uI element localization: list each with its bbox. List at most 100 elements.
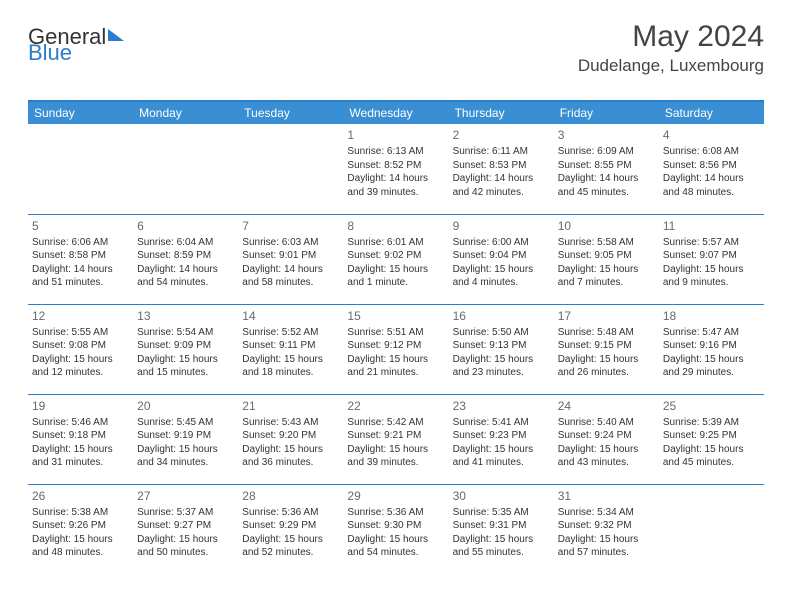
cell-line: Daylight: 15 hours and 41 minutes. [453, 443, 550, 470]
day-number: 11 [663, 218, 760, 234]
calendar-row: 26Sunrise: 5:38 AMSunset: 9:26 PMDayligh… [28, 484, 764, 574]
cell-line: Sunset: 9:01 PM [242, 249, 339, 263]
cell-line: Sunset: 9:08 PM [32, 339, 129, 353]
day-number: 7 [242, 218, 339, 234]
cell-line: Daylight: 15 hours and 1 minute. [347, 263, 444, 290]
cell-line: Daylight: 15 hours and 15 minutes. [137, 353, 234, 380]
calendar-cell: 18Sunrise: 5:47 AMSunset: 9:16 PMDayligh… [659, 304, 764, 394]
cell-line: Sunrise: 6:00 AM [453, 236, 550, 250]
cell-line: Daylight: 15 hours and 12 minutes. [32, 353, 129, 380]
header-row: Sunday Monday Tuesday Wednesday Thursday… [28, 101, 764, 124]
calendar-cell: 25Sunrise: 5:39 AMSunset: 9:25 PMDayligh… [659, 394, 764, 484]
cell-line: Sunset: 9:19 PM [137, 429, 234, 443]
cell-line: Sunset: 9:20 PM [242, 429, 339, 443]
cell-line: Sunrise: 5:50 AM [453, 326, 550, 340]
cell-line: Sunset: 9:23 PM [453, 429, 550, 443]
calendar-cell: 2Sunrise: 6:11 AMSunset: 8:53 PMDaylight… [449, 124, 554, 214]
cell-line: Daylight: 14 hours and 48 minutes. [663, 172, 760, 199]
cell-line: Sunrise: 6:09 AM [558, 145, 655, 159]
day-number: 12 [32, 308, 129, 324]
day-number: 25 [663, 398, 760, 414]
cell-line: Sunrise: 6:04 AM [137, 236, 234, 250]
cell-line: Sunrise: 6:08 AM [663, 145, 760, 159]
cell-line: Sunrise: 5:43 AM [242, 416, 339, 430]
cell-line: Daylight: 14 hours and 58 minutes. [242, 263, 339, 290]
cell-line: Sunset: 9:25 PM [663, 429, 760, 443]
cell-line: Daylight: 15 hours and 43 minutes. [558, 443, 655, 470]
calendar-row: 5Sunrise: 6:06 AMSunset: 8:58 PMDaylight… [28, 214, 764, 304]
cell-line: Daylight: 14 hours and 42 minutes. [453, 172, 550, 199]
calendar-cell: 26Sunrise: 5:38 AMSunset: 9:26 PMDayligh… [28, 484, 133, 574]
cell-line: Sunset: 9:32 PM [558, 519, 655, 533]
day-number: 27 [137, 488, 234, 504]
day-number: 20 [137, 398, 234, 414]
calendar-cell: 10 Sunrise: 5:58 AMSunset: 9:05 PMDayligh… [554, 214, 659, 304]
cell-line: Daylight: 15 hours and 34 minutes. [137, 443, 234, 470]
cell-line: Sunset: 9:12 PM [347, 339, 444, 353]
day-number: 10 [558, 218, 655, 234]
calendar-table: Sunday Monday Tuesday Wednesday Thursday… [28, 100, 764, 574]
day-number: 4 [663, 127, 760, 143]
location: Dudelange, Luxembourg [578, 56, 764, 76]
cell-line: Sunrise: 5:41 AM [453, 416, 550, 430]
calendar-row: 1Sunrise: 6:13 AMSunset: 8:52 PMDaylight… [28, 124, 764, 214]
cell-line: Sunset: 9:30 PM [347, 519, 444, 533]
cell-line: Sunrise: 5:51 AM [347, 326, 444, 340]
calendar-cell: 11Sunrise: 5:57 AMSunset: 9:07 PMDayligh… [659, 214, 764, 304]
day-number: 1 [347, 127, 444, 143]
title-block: May 2024 Dudelange, Luxembourg [578, 20, 764, 76]
day-number: 29 [347, 488, 444, 504]
day-number: 28 [242, 488, 339, 504]
day-number: 16 [453, 308, 550, 324]
calendar-cell: 15Sunrise: 5:51 AMSunset: 9:12 PMDayligh… [343, 304, 448, 394]
logo-text-2: Blue [28, 40, 72, 66]
cell-line: Daylight: 15 hours and 54 minutes. [347, 533, 444, 560]
cell-line: Daylight: 15 hours and 57 minutes. [558, 533, 655, 560]
cell-line: Sunrise: 5:34 AM [558, 506, 655, 520]
cell-line: Sunrise: 5:58 AM [558, 236, 655, 250]
cell-line: Daylight: 15 hours and 7 minutes. [558, 263, 655, 290]
cell-line: Daylight: 15 hours and 55 minutes. [453, 533, 550, 560]
calendar-cell: 27Sunrise: 5:37 AMSunset: 9:27 PMDayligh… [133, 484, 238, 574]
day-number: 26 [32, 488, 129, 504]
cell-line: Sunrise: 5:57 AM [663, 236, 760, 250]
cell-line: Sunset: 8:56 PM [663, 159, 760, 173]
calendar-cell: 17Sunrise: 5:48 AMSunset: 9:15 PMDayligh… [554, 304, 659, 394]
cell-line: Sunset: 9:05 PM [558, 249, 655, 263]
cell-line: Sunset: 8:59 PM [137, 249, 234, 263]
calendar-cell: 30Sunrise: 5:35 AMSunset: 9:31 PMDayligh… [449, 484, 554, 574]
calendar-cell: 1Sunrise: 6:13 AMSunset: 8:52 PMDaylight… [343, 124, 448, 214]
cell-line: Sunset: 8:52 PM [347, 159, 444, 173]
calendar-body: 1Sunrise: 6:13 AMSunset: 8:52 PMDaylight… [28, 124, 764, 574]
cell-line: Sunrise: 5:52 AM [242, 326, 339, 340]
cell-line: Daylight: 15 hours and 31 minutes. [32, 443, 129, 470]
cell-line: Sunrise: 6:03 AM [242, 236, 339, 250]
cell-line: Sunset: 9:29 PM [242, 519, 339, 533]
calendar-cell: 12Sunrise: 5:55 AMSunset: 9:08 PMDayligh… [28, 304, 133, 394]
cell-line: Sunset: 9:13 PM [453, 339, 550, 353]
cell-line: Daylight: 15 hours and 52 minutes. [242, 533, 339, 560]
calendar-cell [133, 124, 238, 214]
cell-line: Sunset: 8:53 PM [453, 159, 550, 173]
cell-line: Daylight: 15 hours and 29 minutes. [663, 353, 760, 380]
cell-line: Sunset: 9:04 PM [453, 249, 550, 263]
calendar-cell: 16 Sunrise: 5:50 AMSunset: 9:13 PMDayligh… [449, 304, 554, 394]
day-number: 8 [347, 218, 444, 234]
cell-line: Sunrise: 5:40 AM [558, 416, 655, 430]
cell-line: Daylight: 15 hours and 48 minutes. [32, 533, 129, 560]
header-saturday: Saturday [659, 101, 764, 124]
calendar-cell: 14Sunrise: 5:52 AMSunset: 9:11 PMDayligh… [238, 304, 343, 394]
day-number: 14 [242, 308, 339, 324]
header-thursday: Thursday [449, 101, 554, 124]
cell-line: Daylight: 15 hours and 9 minutes. [663, 263, 760, 290]
cell-line: Daylight: 15 hours and 36 minutes. [242, 443, 339, 470]
day-number: 2 [453, 127, 550, 143]
cell-line: Daylight: 14 hours and 45 minutes. [558, 172, 655, 199]
day-number: 19 [32, 398, 129, 414]
calendar-cell: 8Sunrise: 6:01 AMSunset: 9:02 PMDaylight… [343, 214, 448, 304]
cell-line: Daylight: 15 hours and 23 minutes. [453, 353, 550, 380]
cell-line: Sunset: 9:09 PM [137, 339, 234, 353]
cell-line: Sunrise: 5:45 AM [137, 416, 234, 430]
cell-line: Daylight: 15 hours and 39 minutes. [347, 443, 444, 470]
cell-line: Sunset: 9:11 PM [242, 339, 339, 353]
